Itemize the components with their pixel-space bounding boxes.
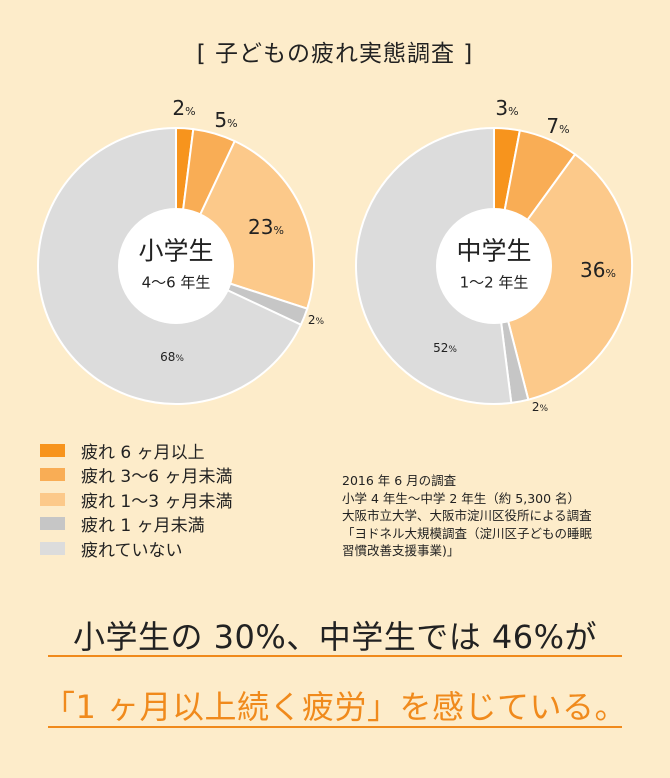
data-label: 23%: [248, 215, 284, 239]
data-label: 36%: [580, 258, 616, 282]
survey-note: 2016 年 6 月の調査 小学 4 年生〜中学 2 年生（約 5,300 名）…: [342, 472, 592, 560]
divider: [48, 726, 622, 728]
legend-item: 疲れ 1 ヶ月未満: [40, 512, 232, 537]
note-line: 小学 4 年生〜中学 2 年生（約 5,300 名）: [342, 490, 581, 506]
legend-swatch: [40, 517, 65, 531]
legend-swatch: [40, 492, 65, 506]
legend-swatch: [40, 443, 65, 457]
legend-label: 疲れ 6 ヶ月以上: [81, 442, 205, 463]
legend: 疲れ 6 ヶ月以上 疲れ 3〜6 ヶ月未満 疲れ 1〜3 ヶ月未満 疲れ 1 ヶ…: [40, 438, 232, 561]
legend-swatch: [40, 468, 65, 482]
note-line: 習慣改善支援事業)」: [342, 543, 460, 558]
headline-line2: 「1 ヶ月以上続く疲労」を感じている。: [42, 688, 628, 726]
donut-slice: [355, 126, 513, 405]
donut-hole: [118, 208, 234, 324]
data-label: 7%: [546, 114, 569, 138]
data-label-value: 5: [214, 108, 228, 132]
donut-slice: [492, 152, 633, 401]
data-label: 52%: [433, 341, 457, 355]
divider: [48, 655, 622, 657]
data-label-unit: %: [539, 404, 549, 414]
data-label-unit: %: [185, 105, 196, 118]
center-sublabel: 4〜6 年生: [141, 273, 211, 292]
data-label-value: 23: [248, 215, 274, 239]
note-line: 大阪市立大学、大阪市淀川区役所による調査: [342, 508, 592, 523]
data-label-value: 7: [546, 114, 560, 138]
donut-hole: [436, 208, 552, 324]
data-label-unit: %: [273, 224, 284, 237]
donut-charts: [37, 126, 633, 405]
data-label: 2%: [532, 400, 548, 414]
data-label-unit: %: [605, 267, 616, 280]
data-label: 2%: [172, 96, 195, 120]
center-label: 中学生: [456, 236, 532, 266]
center-sublabel: 1〜2 年生: [459, 273, 529, 292]
legend-label: 疲れていない: [81, 540, 183, 561]
data-label-value: 2: [531, 400, 540, 414]
legend-label: 疲れ 1〜3 ヶ月未満: [81, 491, 233, 512]
data-label-value: 2: [172, 96, 186, 120]
data-label-unit: %: [448, 345, 457, 355]
data-label-unit: %: [559, 123, 570, 136]
legend-item: 疲れ 6 ヶ月以上: [40, 438, 232, 463]
data-label: 5%: [214, 108, 237, 132]
legend-label: 疲れ 1 ヶ月未満: [81, 516, 205, 537]
data-label-value: 52: [433, 341, 449, 355]
legend-item: 疲れ 3〜6 ヶ月未満: [40, 463, 233, 488]
data-label-value: 68: [160, 350, 176, 364]
legend-item: 疲れていない: [40, 536, 232, 561]
data-label: 3%: [495, 96, 518, 120]
data-label-unit: %: [315, 317, 325, 327]
center-label: 小学生: [138, 236, 214, 266]
chart-center-elementary: 小学生 4〜6 年生: [138, 232, 213, 293]
headline-line1: 小学生の 30%、中学生では 46%が: [72, 618, 598, 656]
legend-label: 疲れ 3〜6 ヶ月未満: [81, 467, 233, 488]
page-title: [ 子どもの疲れ実態調査 ]: [196, 41, 474, 67]
data-label-unit: %: [508, 105, 519, 118]
data-label: 2%: [308, 313, 324, 327]
legend-item: 疲れ 1〜3 ヶ月未満: [40, 487, 232, 512]
note-line: 「ヨドネル大規模調査（淀川区子どもの睡眠: [342, 525, 593, 541]
data-label-value: 2: [307, 313, 316, 327]
chart-center-junior-high: 中学生 1〜2 年生: [456, 232, 531, 293]
data-label-value: 36: [580, 258, 606, 282]
legend-swatch: [40, 541, 65, 555]
data-label-value: 3: [495, 96, 509, 120]
data-label: 68%: [160, 350, 184, 364]
data-label-unit: %: [175, 354, 184, 364]
note-line: 2016 年 6 月の調査: [342, 473, 457, 488]
data-label-unit: %: [227, 117, 238, 130]
